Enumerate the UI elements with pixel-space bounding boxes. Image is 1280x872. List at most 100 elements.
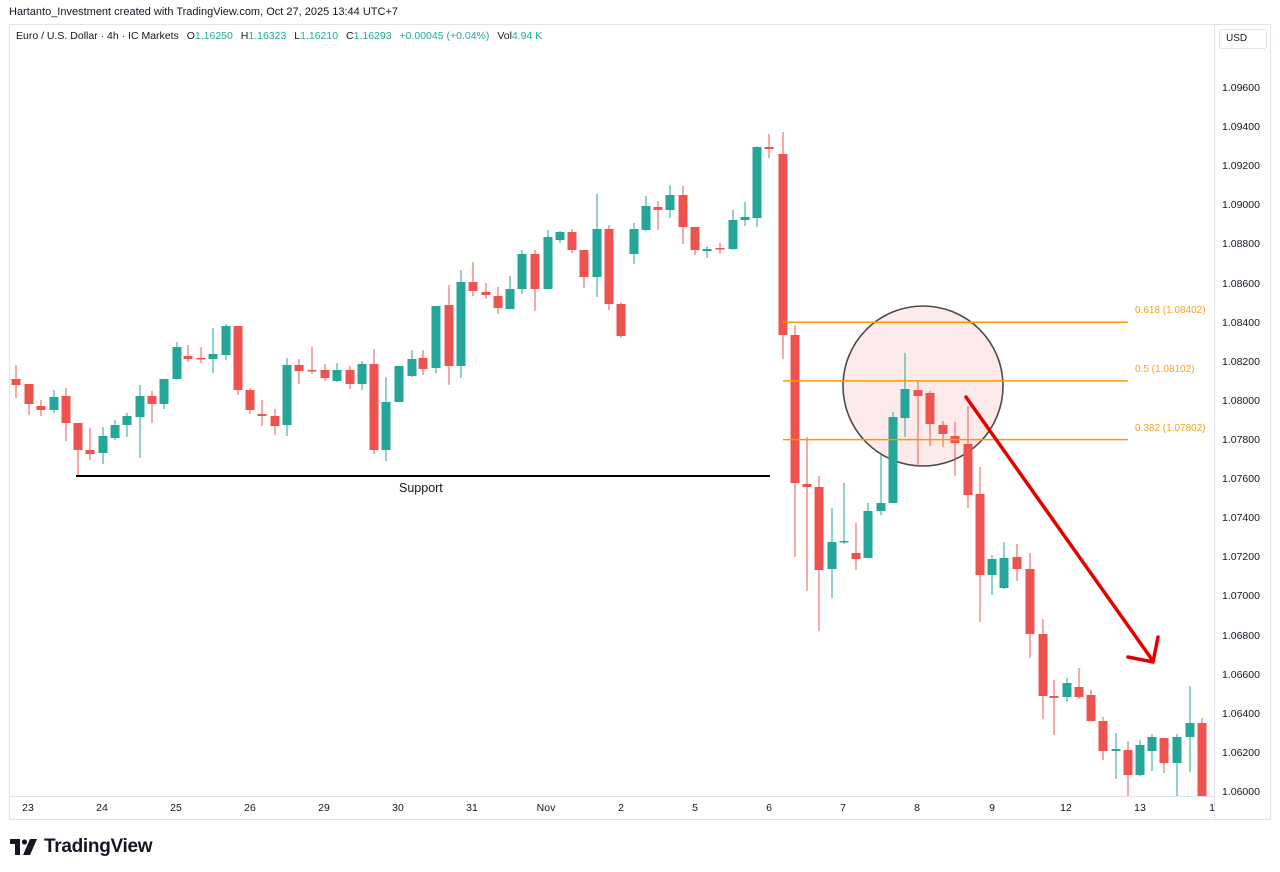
candle [345,366,355,389]
time-tick: 12 [1060,802,1072,814]
downtrend-arrow-head[interactable] [1126,635,1160,664]
support-label: Support [399,481,443,495]
time-tick: 2 [618,802,624,814]
downtrend-arrow-shaft[interactable] [964,395,1155,663]
candle [1025,553,1035,658]
candle [517,250,527,294]
time-tick: 29 [318,802,330,814]
candle [567,229,577,253]
candle [122,413,132,437]
tradingview-logo[interactable]: TradingView [10,836,153,858]
fib-level-label: 0.5 (1.08102) [1135,363,1195,375]
candle [61,388,71,441]
candle [36,400,46,416]
price-axis[interactable] [1214,24,1271,820]
candle [678,186,688,244]
candle [604,225,614,310]
price-tick: 1.09600 [1222,82,1260,94]
candle [270,409,280,435]
candle [987,555,997,595]
change-value: +0.00045 (+0.04%) [399,30,490,42]
candle [233,326,243,395]
retracement-zone-circle[interactable] [842,305,1004,467]
candle [1049,680,1059,735]
candle [159,379,169,409]
candle [641,196,651,231]
price-tick: 1.09200 [1222,160,1260,173]
volume-label: Vol [497,30,512,42]
candle [1147,734,1157,771]
price-tick: 1.07800 [1222,433,1260,446]
time-tick: 5 [692,802,698,814]
candle [778,132,788,359]
candle [183,345,193,362]
candle [381,377,391,461]
price-tick: 1.07000 [1222,590,1260,603]
price-tick: 1.08200 [1222,355,1260,368]
symbol-legend[interactable]: Euro / U.S. Dollar · 4h · IC Markets O1.… [16,30,542,42]
candle [307,347,317,374]
chart-pane[interactable] [9,24,1214,820]
candle [740,202,750,226]
candle [418,350,428,375]
price-tick: 1.09400 [1222,121,1260,134]
candle [468,262,478,296]
tradingview-logo-icon [10,839,37,855]
fib-level-label: 0.382 (1.07802) [1135,422,1206,434]
candle [1038,619,1048,719]
candle [245,388,255,414]
candle [653,201,663,230]
candle [357,361,367,390]
candle [802,437,812,591]
time-tick: 13 [1134,802,1146,814]
time-tick: Nov [536,802,556,814]
candle [505,276,515,309]
chart-caption: Hartanto_Investment created with Trading… [9,6,398,18]
candle [1123,741,1133,796]
candle [24,384,34,415]
currency-button[interactable]: USD [1219,29,1267,49]
fibonacci-retracement[interactable] [783,321,1128,441]
time-tick: 30 [392,802,404,814]
candle [1012,544,1022,581]
price-tick: 1.09000 [1222,199,1260,212]
candle [999,542,1009,589]
volume-value: 4.94 K [511,30,543,42]
price-tick: 1.06000 [1222,785,1260,798]
price-tick: 1.07400 [1222,512,1260,525]
candle [110,420,120,440]
time-tick: 7 [840,802,846,814]
candle [827,508,837,598]
symbol-name: Euro / U.S. Dollar · 4h · IC Markets [16,30,179,42]
low-label: L [294,30,301,42]
candle [555,231,565,243]
candle [665,185,675,218]
price-tick: 1.06600 [1222,668,1260,681]
candle [728,210,738,250]
candle [1185,686,1195,772]
price-tick: 1.07600 [1222,473,1260,486]
candle [320,364,330,381]
time-tick: 23 [22,802,34,814]
high-label: H [240,30,249,42]
candle [257,400,267,426]
candle [876,455,886,515]
candle [98,427,108,464]
candle [925,391,935,446]
candle [913,381,923,466]
time-tick: 9 [989,802,995,814]
candle [1111,733,1121,779]
price-tick: 1.08400 [1222,316,1260,329]
time-axis[interactable] [9,796,1214,820]
candle [530,250,540,311]
candle [888,412,898,503]
price-tick: 1.08600 [1222,277,1260,290]
candle [851,523,861,570]
price-tick: 1.08000 [1222,394,1260,407]
candle [394,366,404,402]
candle [764,134,774,158]
candle [790,325,800,557]
candle [1098,717,1108,760]
candle [49,390,59,413]
